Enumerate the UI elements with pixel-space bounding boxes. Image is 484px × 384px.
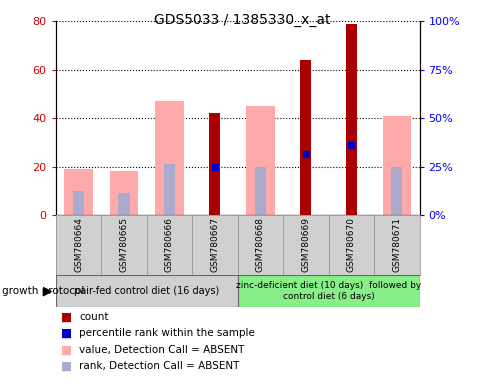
Bar — [390, 167, 402, 215]
Text: ■: ■ — [60, 343, 72, 356]
Bar — [382, 116, 410, 215]
Text: ■: ■ — [60, 327, 72, 340]
FancyBboxPatch shape — [56, 275, 237, 307]
Bar — [246, 106, 274, 215]
Text: GSM780670: GSM780670 — [346, 217, 355, 272]
Text: GSM780665: GSM780665 — [119, 217, 128, 272]
Bar — [254, 167, 266, 215]
Text: GSM780666: GSM780666 — [165, 217, 174, 272]
Bar — [164, 164, 175, 215]
Text: rank, Detection Call = ABSENT: rank, Detection Call = ABSENT — [79, 361, 239, 371]
Text: growth protocol: growth protocol — [2, 286, 85, 296]
Text: value, Detection Call = ABSENT: value, Detection Call = ABSENT — [79, 345, 244, 355]
Bar — [73, 191, 84, 215]
Bar — [64, 169, 92, 215]
Text: GSM780669: GSM780669 — [301, 217, 310, 272]
Bar — [118, 193, 129, 215]
Text: pair-fed control diet (16 days): pair-fed control diet (16 days) — [74, 286, 219, 296]
Text: GDS5033 / 1385330_x_at: GDS5033 / 1385330_x_at — [154, 13, 330, 27]
Text: percentile rank within the sample: percentile rank within the sample — [79, 328, 255, 338]
Bar — [300, 60, 311, 215]
Bar — [345, 23, 356, 215]
Text: GSM780671: GSM780671 — [392, 217, 400, 272]
Text: GSM780667: GSM780667 — [210, 217, 219, 272]
FancyBboxPatch shape — [237, 275, 419, 307]
Text: GSM780668: GSM780668 — [256, 217, 264, 272]
Text: zinc-deficient diet (10 days)  followed by
control diet (6 days): zinc-deficient diet (10 days) followed b… — [236, 281, 420, 301]
Bar — [109, 171, 138, 215]
Text: ■: ■ — [60, 360, 72, 373]
Bar — [209, 113, 220, 215]
Bar — [155, 101, 183, 215]
Text: ■: ■ — [60, 310, 72, 323]
Text: count: count — [79, 312, 108, 322]
Text: GSM780664: GSM780664 — [74, 217, 83, 272]
Text: ▶: ▶ — [43, 285, 52, 297]
